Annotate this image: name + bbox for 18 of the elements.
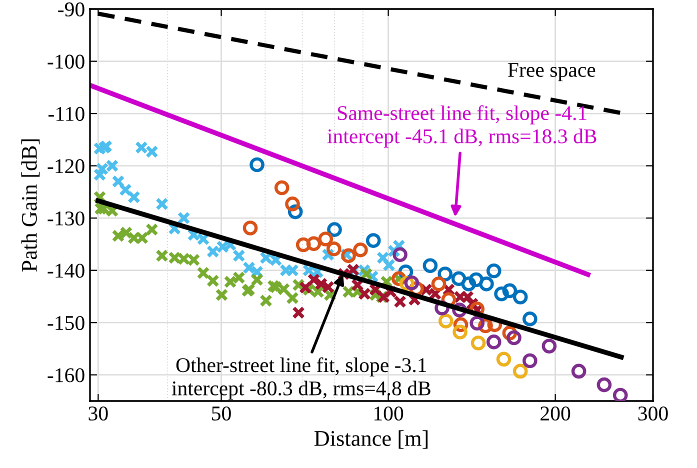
y-tick-label: -130 — [48, 211, 84, 226]
x-tick-label: 200 — [540, 406, 570, 421]
y-tick-label: -90 — [58, 2, 84, 16]
x-tick-label: 30 — [88, 406, 108, 421]
y-tick-label: -120 — [48, 159, 84, 174]
x-axis-title: Distance [m] — [314, 430, 428, 449]
annotation: Free space — [508, 63, 596, 82]
x-tick-label: 50 — [212, 406, 231, 421]
annotation: Other-street line fit, slope -3.1 intercept -80.3 dB, rms=4.8 dB — [172, 357, 430, 400]
x-tick-label: 100 — [374, 406, 404, 421]
annotation: Same-street line fit, slope -4.1 intercept -45.1 dB, rms=18.3 dB — [327, 105, 596, 148]
y-tick-label: -140 — [48, 264, 84, 278]
y-tick-label: -150 — [48, 316, 84, 330]
y-tick-label: -100 — [48, 54, 84, 69]
y-tick-label: -160 — [48, 368, 84, 382]
y-tick-label: -110 — [48, 106, 84, 121]
x-tick-label: 300 — [638, 406, 668, 421]
y-axis-title: Path Gain [dB] — [21, 139, 40, 272]
